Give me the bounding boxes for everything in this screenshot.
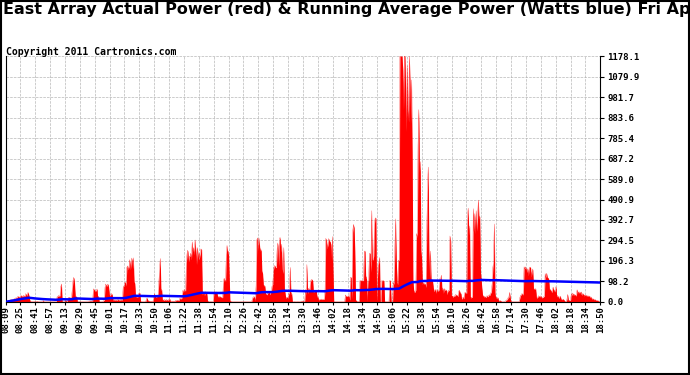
Text: East Array Actual Power (red) & Running Average Power (Watts blue) Fri Apr 8 19:: East Array Actual Power (red) & Running …	[3, 2, 690, 17]
Text: Copyright 2011 Cartronics.com: Copyright 2011 Cartronics.com	[6, 47, 176, 57]
